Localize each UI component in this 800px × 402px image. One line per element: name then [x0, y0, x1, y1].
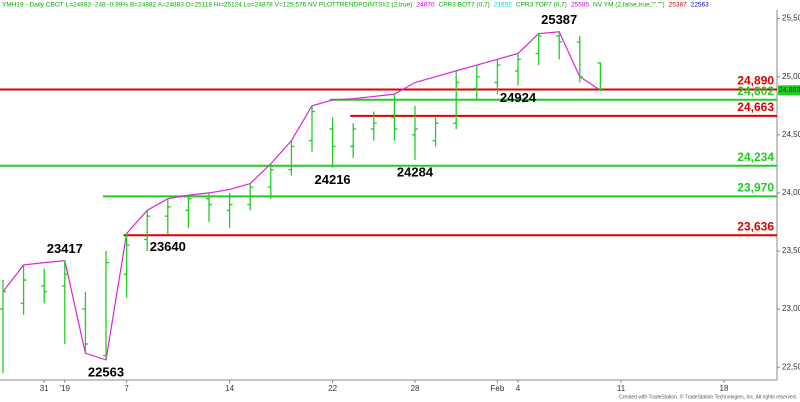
y-tick-label: 25,500: [782, 14, 800, 23]
header-text: 24870: [416, 2, 434, 9]
header-text: CPR3 BOT7 (0,7): [439, 2, 490, 9]
header-text: 25387: [669, 2, 687, 9]
header-text: 22563: [691, 2, 709, 9]
y-tick-label: 25,000: [782, 72, 800, 81]
header-text: NV YM (2,false,true,"",""): [593, 2, 665, 9]
x-tick-label: '19: [60, 384, 71, 393]
level-label: 24,663: [737, 100, 774, 114]
level-label: 24,234: [737, 150, 774, 164]
last-price-label: 24,883: [779, 87, 800, 94]
level-label: 23,970: [737, 181, 774, 195]
swing-label: 24216: [315, 172, 351, 187]
y-tick-label: 22,500: [782, 362, 800, 371]
header: YMH19 - Daily CBOT L=24883 -248 -0.99% B…: [2, 2, 709, 9]
x-tick-label: 11: [617, 384, 626, 393]
header-text: YMH19 - Daily CBOT L=24883 -248 -0.99% B…: [2, 2, 412, 9]
swing-label: 24284: [397, 164, 434, 179]
swing-label: 24924: [500, 90, 537, 105]
x-tick-label: 31: [40, 384, 49, 393]
header-text: 21652: [494, 2, 512, 9]
x-tick-label: 14: [225, 384, 234, 393]
y-tick-label: 24,000: [782, 188, 800, 197]
footer: Created with TradeStation. © TradeStatio…: [619, 393, 797, 400]
level-label: 24,890: [737, 74, 774, 88]
y-tick-label: 24,500: [782, 130, 800, 139]
y-tick-label: 23,000: [782, 304, 800, 313]
x-tick-label: 18: [720, 384, 729, 393]
last-price-box: [778, 85, 800, 96]
header-text: CPR3 TOP7 (0,7): [516, 2, 567, 9]
swing-label: 23640: [150, 239, 186, 254]
swing-label: 22563: [88, 364, 124, 379]
level-label: 23,636: [737, 219, 774, 233]
x-tick-label: 4: [516, 384, 521, 393]
swing-label: 23417: [47, 241, 83, 256]
header-text: 25585: [571, 2, 589, 9]
x-tick-label: Feb: [491, 384, 505, 393]
x-tick-label: 7: [124, 384, 129, 393]
y-tick-label: 23,500: [782, 246, 800, 255]
level-label: 24,802: [737, 84, 774, 98]
trend-line: [2, 31, 601, 361]
x-tick-label: 22: [328, 384, 337, 393]
swing-label: 25387: [541, 12, 577, 27]
x-tick-label: 28: [411, 384, 420, 393]
